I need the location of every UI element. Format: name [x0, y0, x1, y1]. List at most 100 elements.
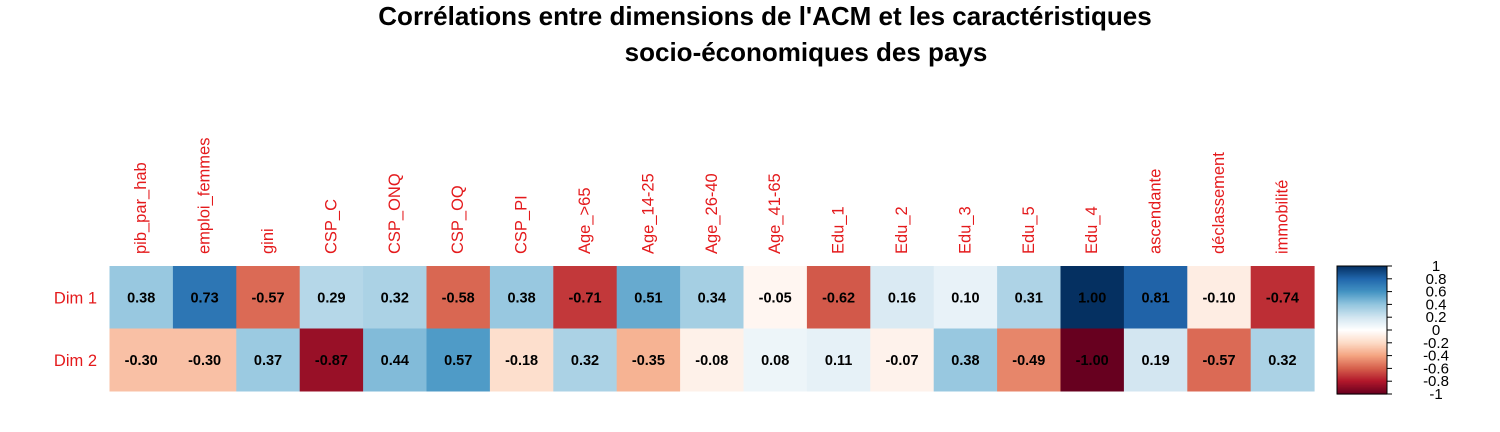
colorbar-segment: [1337, 325, 1387, 327]
colorbar-segment: [1337, 355, 1387, 357]
colorbar-segment: [1337, 276, 1387, 278]
colorbar-segment: [1337, 272, 1387, 274]
cell-value-label: 0.44: [381, 353, 409, 369]
colorbar-segment: [1337, 324, 1387, 327]
colorbar-segment: [1337, 368, 1387, 370]
colorbar-segment: [1337, 363, 1387, 365]
colorbar-segment: [1337, 270, 1387, 272]
colorbar-segment: [1337, 314, 1387, 316]
colorbar-segment: [1337, 374, 1387, 377]
colorbar-segment: [1337, 287, 1387, 289]
colorbar-segment: [1337, 329, 1387, 331]
colorbar-segment: [1337, 267, 1387, 270]
colorbar-segment: [1337, 338, 1387, 340]
colorbar-segment: [1337, 365, 1387, 367]
colorbar-segment: [1337, 340, 1387, 342]
colorbar-segment: [1337, 373, 1387, 375]
colorbar-segment: [1337, 354, 1387, 356]
cell-value-label: 0.37: [254, 353, 282, 369]
heatmap-cell: [489, 266, 554, 329]
colorbar-segment: [1337, 335, 1387, 337]
column-label: Edu_3: [956, 206, 974, 254]
heatmap-cell: [299, 266, 364, 329]
colorbar-segment: [1337, 369, 1387, 371]
colorbar-segment: [1337, 305, 1387, 307]
colorbar-segment: [1337, 319, 1387, 321]
colorbar-segment: [1337, 318, 1387, 320]
colorbar-segment: [1337, 280, 1387, 282]
cell-value-label: 0.32: [381, 290, 409, 306]
colorbar-segment: [1337, 291, 1387, 293]
colorbar-segment: [1337, 296, 1387, 298]
heatmap-cell: [363, 328, 427, 392]
cell-value-label: 0.08: [761, 353, 789, 369]
heatmap-cell: [1250, 328, 1315, 392]
colorbar-segment: [1337, 348, 1387, 350]
colorbar-segment: [1337, 364, 1387, 366]
column-label: Edu_1: [830, 206, 848, 254]
cell-value-label: 0.38: [127, 290, 155, 306]
colorbar-segment: [1337, 289, 1387, 291]
column-label: Age_14-25: [639, 173, 657, 254]
colorbar-segment: [1337, 273, 1387, 275]
colorbar-segment: [1337, 346, 1387, 348]
colorbar-segment: [1337, 301, 1387, 303]
colorbar-segment: [1337, 298, 1387, 300]
colorbar-segment: [1337, 320, 1387, 322]
colorbar-segment: [1337, 282, 1387, 284]
heatmap-cell: [426, 328, 491, 392]
column-label: immobilité: [1273, 180, 1291, 254]
colorbar-segment: [1337, 340, 1387, 343]
cell-value-label: 0.16: [888, 290, 916, 306]
colorbar-segment: [1337, 379, 1387, 381]
colorbar-segment: [1337, 296, 1387, 298]
chart-title-line-1: Corrélations entre dimensions de l'ACM e…: [378, 1, 1151, 31]
colorbar-segment: [1337, 392, 1387, 394]
colorbar-segment: [1337, 346, 1387, 348]
cell-value-label: 0.32: [571, 353, 599, 369]
column-label: déclassement: [1210, 152, 1228, 254]
cell-value-label: -0.18: [505, 353, 538, 369]
column-label: CSP_OQ: [449, 185, 467, 254]
row-label: Dim 1: [54, 289, 97, 307]
heatmap-cell: [1187, 328, 1252, 392]
colorbar-segment: [1337, 303, 1387, 305]
colorbar-segment: [1337, 347, 1387, 349]
column-label: Age_>65: [576, 187, 594, 254]
colorbar-tick-label: -0.8: [1423, 373, 1449, 390]
chart-title-line-2: socio-économiques des pays: [625, 37, 988, 67]
colorbar-tick-label: -0.2: [1423, 335, 1449, 352]
colorbar-segment: [1337, 391, 1387, 393]
heatmap-cell: [172, 328, 237, 392]
cell-value-labels: 0.38 0.73 -0.57 0.29 0.32 -0.58 0.38 -0.71 0.51 0…: [125, 290, 1299, 369]
colorbar-segment: [1337, 308, 1387, 311]
colorbar-segment: [1337, 324, 1387, 326]
colorbar-segment: [1337, 370, 1387, 373]
heatmap-cell: [997, 328, 1061, 392]
colorbar-segment: [1337, 350, 1387, 352]
cell-value-label: -1.00: [1076, 353, 1109, 369]
column-labels: pib_par_hab emploi_femmes gini CSP_C CSP_ONQ…: [132, 138, 1291, 254]
colorbar-segment: [1337, 387, 1387, 389]
colorbar-segment: [1337, 349, 1387, 352]
cell-value-label: 0.81: [1141, 290, 1169, 306]
colorbar-segment: [1337, 310, 1387, 312]
colorbar-segment: [1337, 315, 1387, 317]
heatmap-cell: [553, 266, 618, 329]
heatmap-cell: [806, 328, 871, 392]
colorbar-segment: [1337, 356, 1387, 359]
colorbar-segment: [1337, 319, 1387, 321]
cell-value-label: -0.71: [568, 290, 601, 306]
colorbar-segment: [1337, 302, 1387, 304]
colorbar-segment: [1337, 316, 1387, 318]
colorbar-segment: [1337, 278, 1387, 281]
colorbar-segment: [1337, 317, 1387, 319]
colorbar-segment: [1337, 382, 1387, 384]
column-label: CSP_ONQ: [386, 173, 404, 254]
colorbar-segment: [1337, 313, 1387, 315]
colorbar-tick-label: -1: [1429, 386, 1442, 403]
cell-value-label: -0.05: [759, 290, 792, 306]
colorbar-segment: [1337, 274, 1387, 277]
colorbar-segment: [1337, 293, 1387, 295]
colorbar-segment: [1337, 274, 1387, 276]
